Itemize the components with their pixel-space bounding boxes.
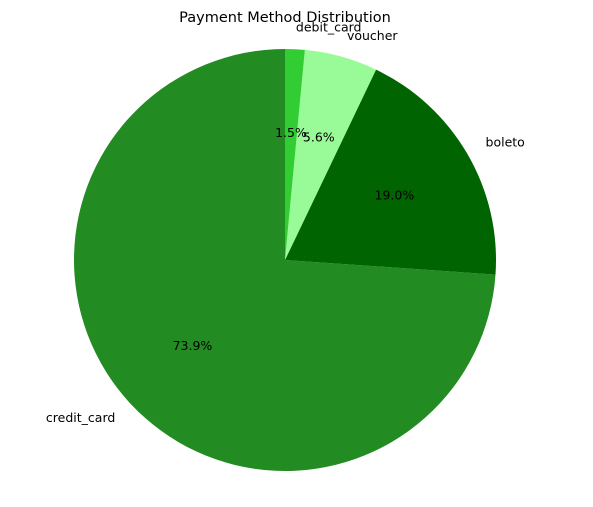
- pie-labels: credit_card 73.9% boleto 19.0% voucher 5.6% de…: [46, 20, 525, 425]
- slice-label-credit-card: credit_card: [46, 410, 115, 425]
- pie-slice-debit-card: [285, 49, 305, 260]
- pie-slice-boleto: [285, 69, 497, 275]
- slice-label-voucher: voucher: [347, 28, 398, 43]
- slice-label-debit-card: debit_card: [296, 20, 362, 35]
- pie-slices: [74, 49, 497, 471]
- pie-slice-credit-card: [74, 49, 496, 471]
- chart-title: Payment Method Distribution: [179, 10, 391, 26]
- slice-percent-credit-card: 73.9%: [173, 338, 213, 353]
- slice-percent-voucher: 5.6%: [303, 129, 335, 144]
- slice-label-boleto: boleto: [486, 135, 525, 150]
- slice-percent-boleto: 19.0%: [375, 188, 415, 203]
- pie-slice-voucher: [285, 49, 377, 260]
- slice-percent-debit-card: 1.5%: [275, 125, 307, 140]
